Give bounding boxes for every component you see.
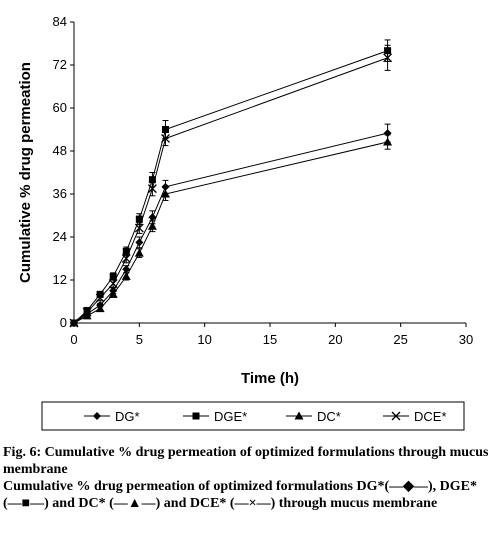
caption-dc-symbol: —▲—	[113, 496, 156, 511]
series-line-dc	[73, 141, 388, 324]
legend-marker-dc	[294, 411, 304, 420]
caption-sep-dce: ) and DCE* (	[155, 496, 235, 511]
x-tick-label: 25	[393, 332, 407, 347]
data-point-dce	[161, 133, 170, 143]
y-tick-label: 12	[53, 272, 67, 287]
data-point-dge	[161, 126, 169, 133]
x-marker-stroke	[69, 318, 79, 328]
legend-label-dg: DG*	[115, 409, 140, 424]
x-marker-stroke	[121, 254, 131, 263]
x-tick-label: 10	[197, 332, 211, 347]
data-point-dce	[108, 279, 118, 289]
x-marker-stroke	[147, 184, 157, 194]
x-marker-stroke	[134, 223, 144, 233]
series-line-dg	[73, 132, 388, 324]
data-point-dg	[135, 238, 144, 247]
data-point-dg	[383, 129, 392, 138]
y-tick-label: 24	[53, 229, 67, 244]
caption-sep-dc: ) and DC* (	[44, 496, 114, 511]
y-tick-label: 48	[53, 143, 67, 158]
error-bars	[84, 39, 391, 319]
caption-sep-dge: ), DGE* (	[3, 479, 477, 511]
data-point-dg	[122, 265, 131, 274]
x-axis-label: Time (h)	[241, 370, 299, 387]
data-point-dge	[109, 272, 117, 280]
x-marker-stroke	[82, 307, 92, 317]
chart: 0 12 24 36 48 60 72 84 0 5 10 15 20 25 30 Time (h) Cum…	[17, 14, 473, 431]
data-point-dc	[134, 248, 144, 257]
caption-dge-symbol: —■—	[7, 496, 45, 511]
x-marker-stroke	[383, 53, 393, 63]
legend-box	[41, 401, 465, 431]
x-tick-label: 5	[136, 332, 143, 347]
x-tick-label: 15	[263, 332, 277, 347]
data-point-dc	[95, 304, 105, 313]
data-point-dc	[383, 137, 393, 146]
data-point-dge	[384, 47, 392, 55]
x-marker-stroke	[161, 133, 170, 143]
series-lines	[73, 50, 388, 324]
y-tick-label: 84	[53, 14, 67, 29]
data-point-dge	[135, 215, 143, 223]
legend-label-dge: DGE*	[214, 409, 247, 424]
caption-dce-symbol: —×—	[234, 496, 271, 511]
data-point-dce	[134, 223, 144, 233]
data-point-dc	[147, 221, 157, 230]
legend-marker-dce	[391, 411, 401, 421]
y-tick-label: 72	[53, 57, 67, 72]
data-point-dc	[160, 189, 170, 198]
data-point-dge	[83, 306, 91, 314]
x-marker-stroke	[391, 411, 401, 421]
figure-caption: Fig. 6: Cumulative % drug permeation of …	[3, 444, 495, 512]
data-point-dc	[121, 271, 131, 280]
x-tick-label: 20	[328, 332, 342, 347]
series-line-dge	[73, 50, 388, 324]
chart-svg: 0 12 24 36 48 60 72 84 0 5 10 15 20 25 30 Time (h) Cum…	[17, 14, 473, 431]
y-tick-label: 60	[53, 100, 67, 115]
legend: DG* DGE* DC* DCE*	[84, 409, 447, 424]
x-marker-stroke	[95, 293, 105, 303]
data-point-dc	[82, 311, 92, 320]
data-point-dc	[108, 289, 118, 298]
legend-label-dce: DCE*	[414, 409, 447, 424]
caption-line-2-prefix: Cumulative % drug permeation of optimize…	[3, 479, 390, 494]
y-axis-label: Cumulative % drug permeation	[17, 62, 34, 283]
data-point-dce	[82, 307, 92, 317]
data-point-dge	[96, 290, 104, 298]
data-point-dg	[161, 182, 170, 191]
data-point-dg	[148, 213, 157, 222]
data-point-dce	[147, 184, 157, 194]
x-tick-label: 0	[70, 332, 77, 347]
data-point-dce	[383, 53, 393, 63]
x-tick-label: 30	[459, 332, 473, 347]
data-point-dge	[122, 247, 130, 255]
x-marker-stroke	[108, 279, 118, 289]
legend-marker-dge	[192, 412, 200, 420]
data-point-dce	[69, 318, 79, 328]
legend-marker-dg	[93, 412, 101, 420]
y-tick-label: 0	[60, 315, 67, 330]
data-point-dce	[121, 254, 131, 263]
caption-line-1: Fig. 6: Cumulative % drug permeation of …	[3, 445, 489, 477]
legend-label-dc: DC*	[317, 409, 341, 424]
y-tick-label: 36	[53, 186, 67, 201]
data-point-dce	[95, 293, 105, 303]
caption-dg-symbol: —◆—	[389, 479, 428, 494]
caption-line-2: Cumulative % drug permeation of optimize…	[3, 478, 495, 512]
series-markers	[69, 47, 393, 328]
caption-line-2-suffix: ) through mucus membrane	[270, 496, 438, 511]
data-point-dge	[148, 176, 156, 184]
